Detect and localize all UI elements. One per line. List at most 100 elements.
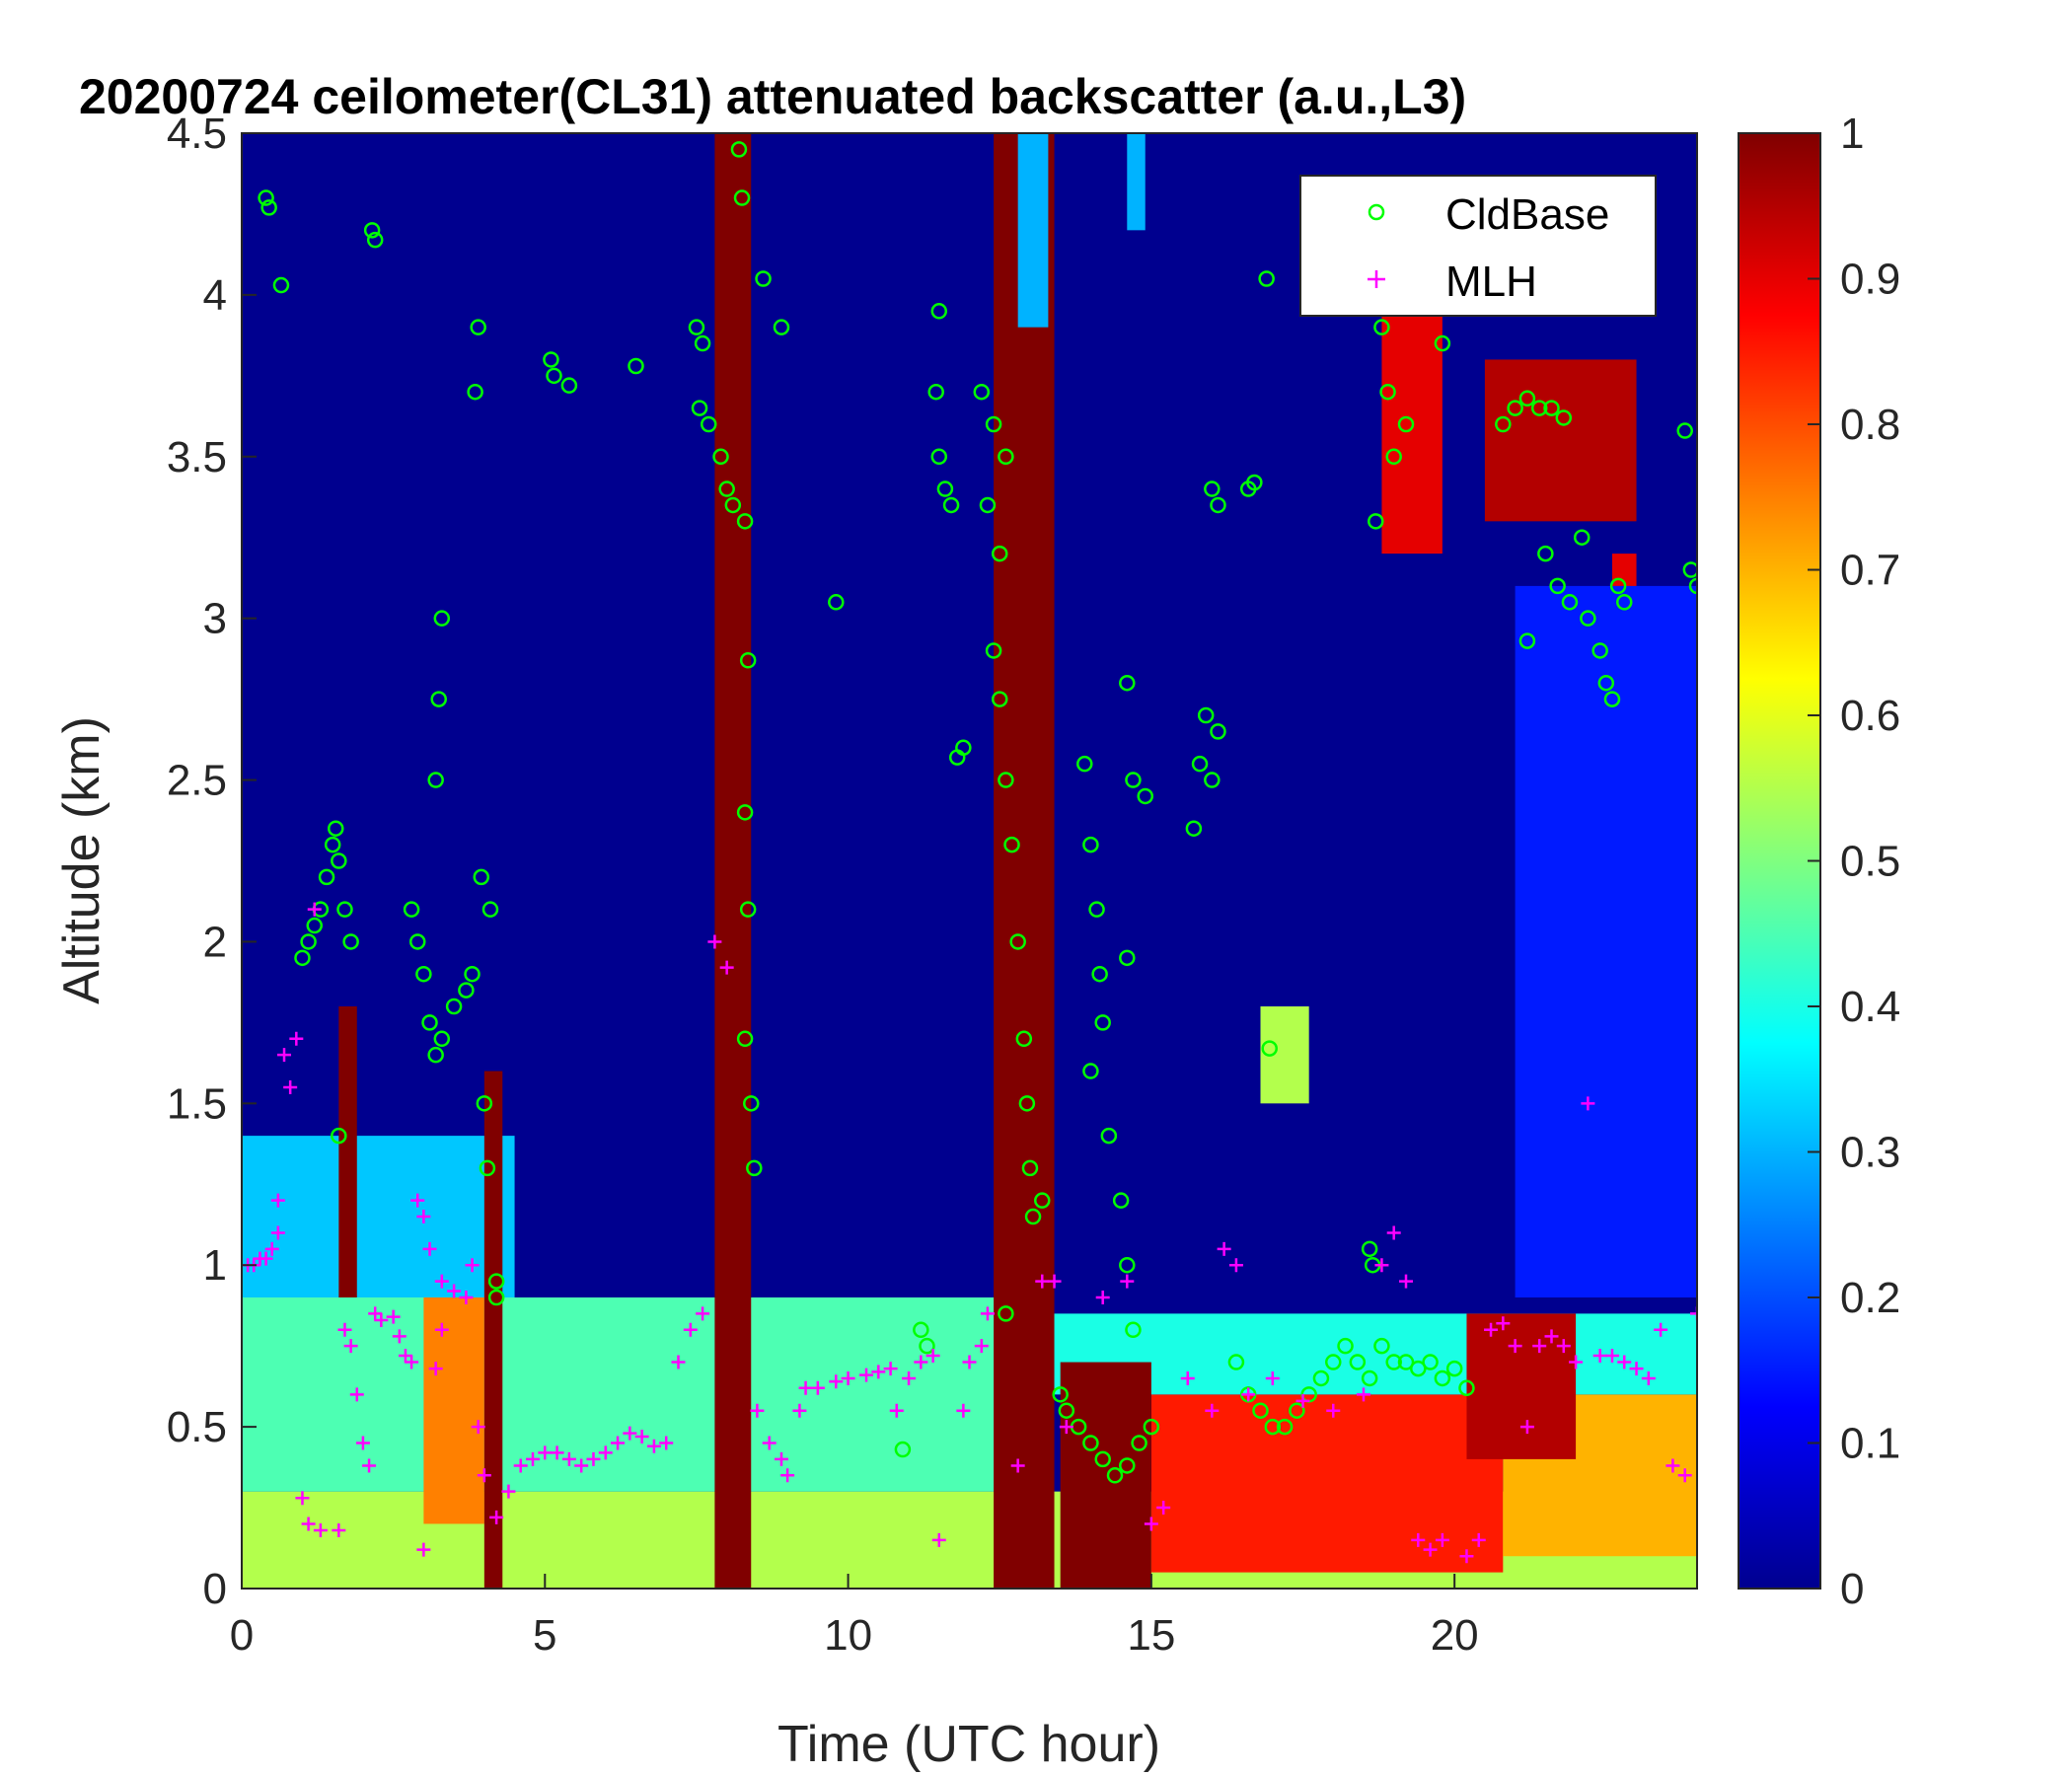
cldbase-point — [688, 319, 705, 335]
mlh-point — [871, 1365, 886, 1379]
mlh-point — [277, 1048, 292, 1063]
y-tick-label: 0 — [203, 1565, 227, 1613]
mlh-point — [1217, 1241, 1231, 1256]
cldbase-point — [712, 448, 729, 466]
cldbase-point — [560, 377, 578, 394]
cldbase-point — [1052, 1386, 1069, 1403]
cldbase-point — [306, 917, 323, 934]
colorbar-tick-label: 0.5 — [1840, 838, 1900, 886]
mlh-point — [1411, 1532, 1426, 1547]
cldbase-point — [1361, 1369, 1378, 1387]
mlh-point — [1010, 1458, 1025, 1473]
cldbase-point — [724, 496, 742, 514]
y-axis: 0 0.5 1 1.5 2 2.5 3 3.5 4 4.5 — [167, 110, 257, 1613]
mlh-point — [902, 1370, 917, 1385]
cldbase-point — [1119, 1256, 1136, 1274]
mlh-point — [289, 1031, 304, 1046]
legend-cldbase-marker — [1368, 203, 1385, 221]
cldbase-point — [1495, 415, 1512, 433]
mlh-point — [659, 1436, 674, 1450]
mlh-point — [1629, 1362, 1644, 1376]
mlh-point — [974, 1339, 989, 1354]
cldbase-point — [1258, 270, 1275, 287]
mlh-point — [1435, 1532, 1449, 1547]
mlh-point — [405, 1355, 419, 1369]
backscatter-cell — [338, 1006, 357, 1297]
mlh-point — [398, 1349, 412, 1363]
mlh-point — [859, 1368, 874, 1382]
colorbar-tick-label: 0.7 — [1840, 547, 1900, 595]
cldbase-point — [1082, 1435, 1099, 1451]
mlh-point — [538, 1445, 553, 1460]
mlh-point — [611, 1436, 626, 1450]
mlh-point — [925, 1349, 940, 1363]
mlh-point — [634, 1429, 649, 1443]
cldbase-point — [739, 901, 757, 918]
mlh-point — [489, 1510, 504, 1524]
cldbase-point — [1688, 577, 1697, 595]
cldbase-point — [700, 415, 717, 433]
mlh-point — [1690, 1306, 1697, 1321]
legend-box — [1299, 175, 1657, 317]
cldbase-point — [300, 933, 317, 950]
mlh-point — [1569, 1355, 1584, 1369]
cldbase-point — [1580, 610, 1596, 627]
y-axis-label: Altitude (km) — [53, 716, 111, 1004]
mlh-point — [374, 1312, 389, 1327]
cldbase-point — [1125, 772, 1142, 788]
cldbase-point — [403, 901, 420, 918]
cldbase-point — [1197, 706, 1215, 724]
cldbase-point — [1458, 1379, 1475, 1397]
mlh-point — [798, 1380, 813, 1395]
y-tick-label: 3.5 — [167, 433, 227, 481]
mlh-point — [1095, 1291, 1110, 1304]
mlh-point — [392, 1329, 407, 1344]
backscatter-cell — [1017, 133, 1049, 328]
cldbase-point — [464, 965, 481, 983]
cldbase-point — [1682, 561, 1697, 578]
mlh-point — [1604, 1349, 1619, 1363]
cldbase-point — [1573, 529, 1591, 546]
cldbase-point — [1609, 577, 1627, 595]
mlh-point — [550, 1445, 564, 1460]
cldbase-point — [1261, 1040, 1278, 1057]
cldbase-point — [746, 1159, 763, 1177]
mlh-point — [259, 1251, 273, 1266]
cldbase-point — [1106, 1467, 1124, 1484]
cldbase-point — [1289, 1402, 1305, 1419]
cldbase-point — [1537, 545, 1554, 562]
mlh-point — [447, 1284, 462, 1298]
cldbase-point — [1397, 415, 1415, 433]
mlh-point — [513, 1458, 528, 1473]
cldbase-point — [1445, 1360, 1463, 1377]
cldbase-point — [998, 772, 1014, 788]
mlh-point — [307, 902, 322, 917]
cldbase-point — [1018, 1095, 1036, 1112]
mlh-point — [1641, 1370, 1656, 1385]
cldbase-point — [739, 652, 757, 669]
x-axis-label: Time (UTC hour) — [777, 1716, 1160, 1773]
cldbase-point — [1125, 1321, 1142, 1339]
mlh-point — [780, 1468, 795, 1483]
mlh-point — [1356, 1387, 1370, 1402]
cldbase-point — [1422, 1354, 1439, 1370]
mlh-point — [1592, 1349, 1607, 1363]
cldbase-point — [421, 1014, 438, 1031]
colorbar-tick-label: 0.8 — [1840, 401, 1900, 449]
mlh-point — [774, 1451, 788, 1466]
cldbase-point — [331, 852, 347, 869]
cldbase-point — [363, 222, 381, 239]
cldbase-point — [1082, 836, 1099, 853]
cldbase-point — [433, 610, 451, 627]
cldbase-point — [473, 868, 490, 886]
cldbase-point — [1434, 1369, 1451, 1387]
cldbase-point — [730, 141, 748, 158]
cldbase-point — [1082, 1063, 1099, 1079]
cldbase-point — [427, 772, 444, 788]
x-tick-label: 0 — [230, 1611, 254, 1660]
mlh-point — [349, 1387, 364, 1402]
mlh-point — [707, 934, 722, 949]
mlh-point — [750, 1403, 765, 1418]
cldbase-point — [733, 189, 751, 206]
backscatter-cell — [483, 1071, 503, 1589]
